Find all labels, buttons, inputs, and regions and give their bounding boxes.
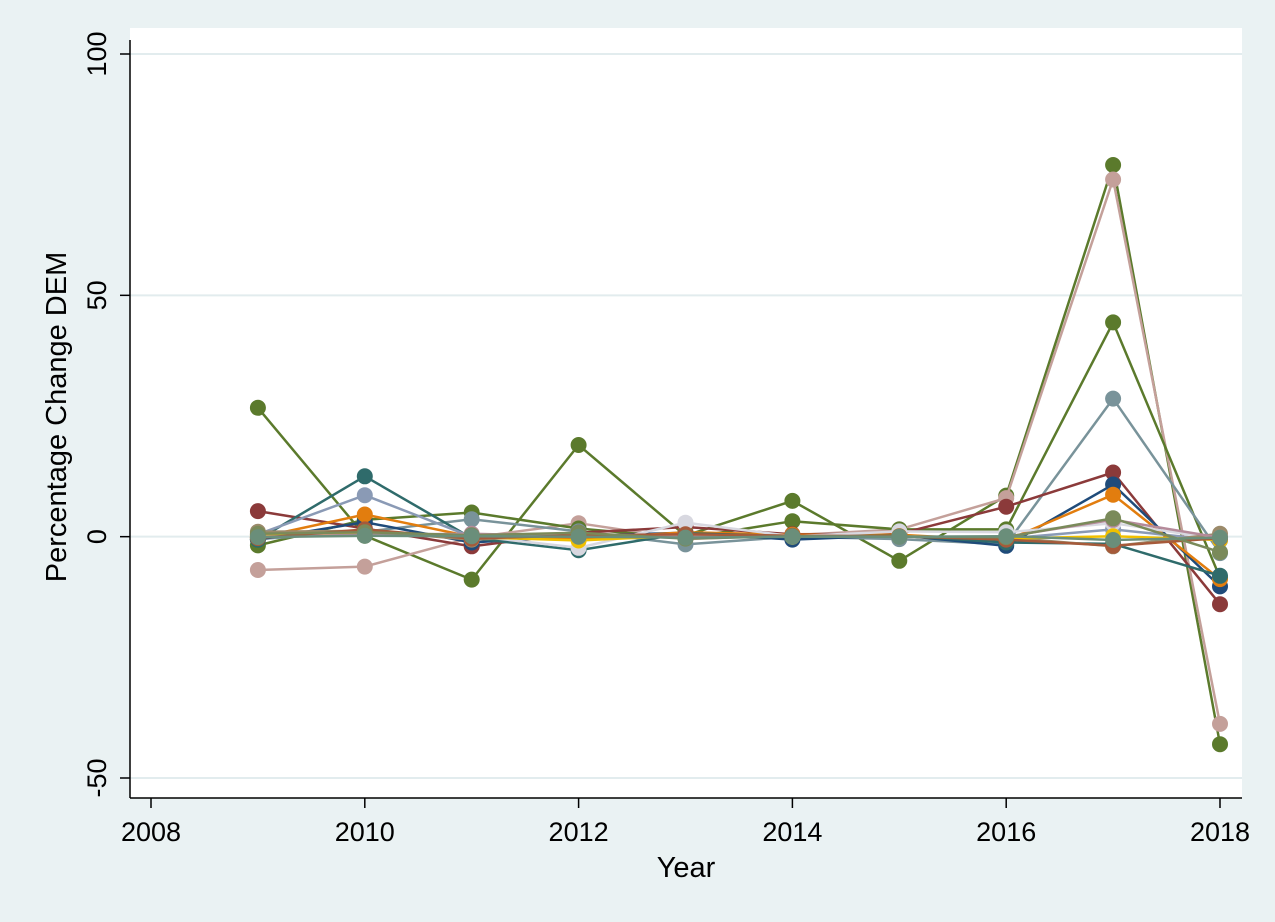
data-point [249, 529, 266, 546]
plot-area [130, 28, 1242, 798]
data-point [356, 527, 373, 544]
data-point [1105, 532, 1122, 548]
series-group [249, 157, 1228, 753]
data-point [1212, 736, 1228, 753]
data-point [356, 506, 373, 523]
data-point [463, 528, 480, 545]
x-axis-title: Year [657, 852, 716, 884]
data-point [356, 558, 373, 575]
data-point [998, 528, 1015, 545]
x-tick-label: 2012 [549, 817, 609, 847]
data-point [1105, 171, 1122, 188]
data-point [249, 399, 266, 416]
data-point [784, 513, 801, 530]
data-point [998, 498, 1015, 515]
data-point [677, 514, 694, 531]
series-16 [249, 527, 1228, 548]
data-point [1105, 510, 1122, 527]
x-tick-label: 2014 [762, 817, 822, 847]
data-point [570, 437, 587, 453]
data-point [891, 528, 908, 545]
data-point [1212, 544, 1228, 561]
data-point [463, 511, 480, 528]
tick-labels: -50 0 50 100 2008 2010 2012 2014 2016 2018 [82, 31, 1250, 847]
series-line [256, 164, 1222, 745]
data-point [784, 492, 801, 509]
x-tick-label: 2010 [335, 817, 395, 847]
data-point [356, 487, 373, 504]
data-point [1105, 390, 1122, 407]
y-tick-label: 0 [82, 529, 112, 544]
series-line [257, 534, 1221, 542]
y-tick-label: -50 [82, 758, 112, 797]
x-tick-label: 2018 [1190, 817, 1250, 847]
data-point [356, 468, 373, 485]
y-axis-title: Percentage Change DEM [41, 252, 73, 582]
axes [120, 40, 1242, 808]
data-point [249, 503, 266, 520]
y-tick-label: 100 [82, 31, 112, 76]
x-tick-label: 2016 [976, 817, 1036, 847]
y-tick-label: 50 [82, 280, 112, 310]
data-point [1212, 596, 1228, 613]
data-point [249, 562, 266, 578]
data-point [1212, 715, 1228, 732]
data-point [570, 528, 587, 545]
x-tick-label: 2008 [121, 817, 181, 847]
data-point [677, 529, 694, 546]
data-point [1105, 486, 1122, 503]
data-point [1212, 529, 1228, 546]
data-point [1105, 157, 1122, 173]
data-point [891, 552, 908, 569]
data-point [1105, 314, 1122, 331]
data-point [1212, 567, 1228, 584]
data-point [1105, 464, 1122, 481]
data-point [463, 571, 480, 588]
data-point [784, 528, 801, 545]
